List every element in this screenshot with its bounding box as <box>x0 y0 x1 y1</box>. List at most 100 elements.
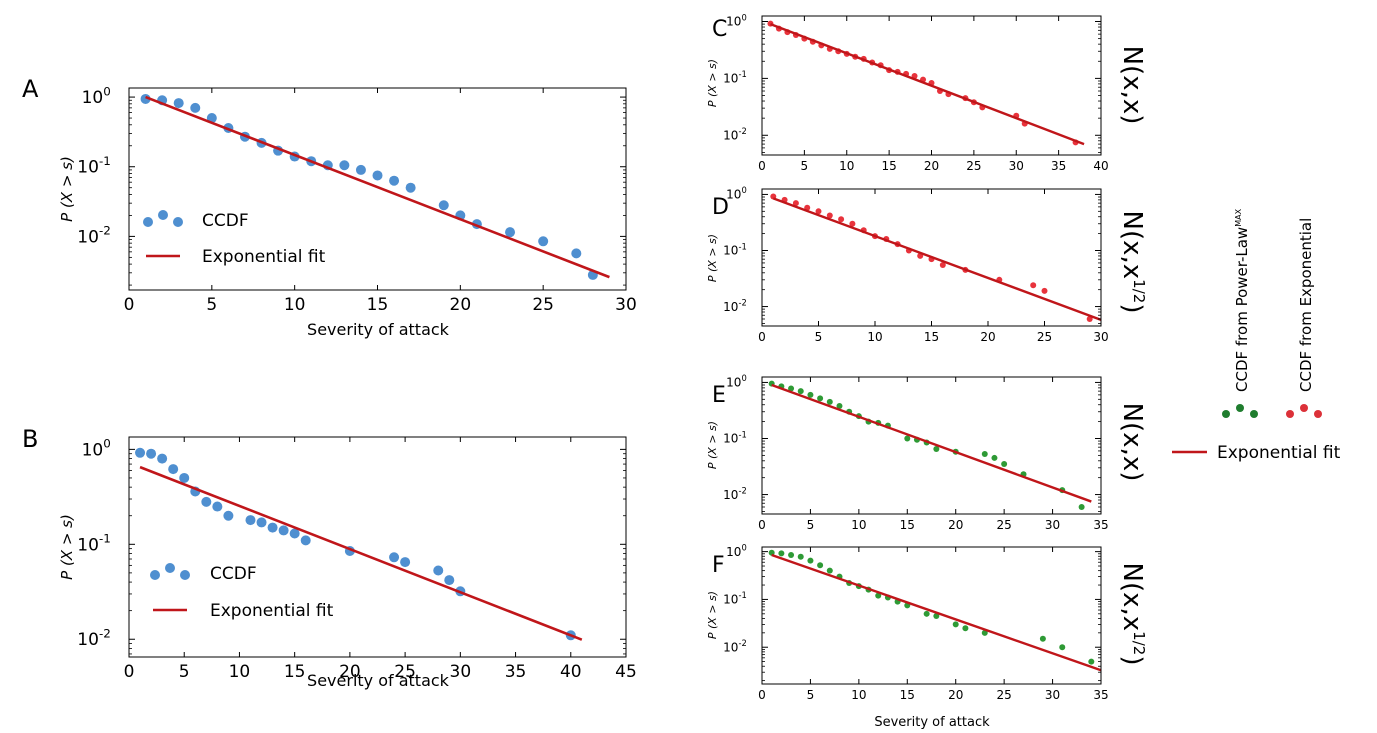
data-point <box>778 550 785 557</box>
data-point <box>1039 635 1046 642</box>
x-tick-label: 45 <box>615 662 637 682</box>
y-tick-label: 100 <box>726 373 747 389</box>
data-point <box>173 98 184 109</box>
y-tick-label: 100 <box>726 542 747 558</box>
x-tick-label: 15 <box>900 518 915 532</box>
side-label: N(x,x1/2) <box>1117 211 1148 314</box>
data-point <box>923 610 930 617</box>
data-point <box>201 496 212 507</box>
x-tick-label: 0 <box>124 662 135 682</box>
panel-c: C 0 5 10 15 20 25 30 35 40 100 10-1 10-2 P (X > s) N(x… <box>706 12 1147 173</box>
x-tick-label: 15 <box>284 662 306 682</box>
plot-frame <box>128 436 627 658</box>
x-tick-label: 10 <box>229 662 251 682</box>
x-tick-label: 35 <box>1093 518 1108 532</box>
legend: CCDF Exponential fit <box>150 563 334 621</box>
x-tick-label: 20 <box>948 688 963 702</box>
data-point <box>962 625 969 632</box>
fit-line <box>771 553 1102 672</box>
data-point <box>1086 315 1093 322</box>
shared-legend: CCDF from Power-LawMAX CCDF from Exponent… <box>1172 208 1341 463</box>
x-tick-label: 10 <box>284 295 306 315</box>
x-axis-label: Severity of attack <box>307 671 450 690</box>
legend-marker <box>1250 410 1258 418</box>
data-point <box>826 567 833 574</box>
data-point <box>278 525 289 536</box>
y-tick-label: 10-2 <box>77 627 111 651</box>
legend-marker <box>1222 410 1230 418</box>
data-point <box>1078 503 1085 510</box>
data-point <box>179 472 190 483</box>
y-axis-label: P (X > s) <box>706 591 719 639</box>
x-tick-label: 5 <box>206 295 217 315</box>
y-tick-label: 10-2 <box>723 297 747 313</box>
data-point <box>267 522 278 533</box>
legend-marker <box>1314 410 1322 418</box>
plot-frame <box>761 546 1102 685</box>
legend-marker <box>158 210 168 220</box>
data-point <box>433 565 444 576</box>
legend-marker <box>1286 410 1294 418</box>
x-tick-label: 30 <box>1045 518 1060 532</box>
panel-d: D 0 5 10 15 20 25 30 100 10-1 10-2 P (X > s) N(x,x1/… <box>706 185 1148 344</box>
panel-a: A 0 5 10 15 20 25 30 100 10-1 10-2P (X > s) Severit… <box>22 75 637 339</box>
x-tick-label: 5 <box>801 159 809 173</box>
data-point <box>372 170 383 181</box>
side-label: N(x,x) <box>1117 403 1147 482</box>
legend: CCDF Exponential fit <box>143 210 326 267</box>
legend-marker <box>150 570 160 580</box>
data-point <box>300 535 311 546</box>
x-tick-label: 0 <box>124 295 135 315</box>
legend-label: Exponential fit <box>202 247 326 267</box>
y-axis-label: P (X > s) <box>706 59 719 107</box>
y-axis-label: P (X > s) <box>706 234 719 282</box>
y-tick-label: 10-1 <box>723 429 747 445</box>
data-point <box>245 515 256 526</box>
x-tick-label: 25 <box>997 688 1012 702</box>
x-tick-label: 5 <box>815 330 823 344</box>
data-point <box>933 613 940 620</box>
x-tick-label: 15 <box>881 159 896 173</box>
y-tick-label: 10-2 <box>723 485 747 501</box>
data-point <box>256 517 267 528</box>
y-tick-label: 10-1 <box>723 590 747 606</box>
data-point <box>538 236 549 247</box>
data-point <box>212 501 223 512</box>
y-axis-label: P (X > s) <box>58 514 76 580</box>
side-label: N(x,x1/2) <box>1117 563 1148 666</box>
data-point <box>400 557 411 568</box>
data-point <box>1088 658 1095 665</box>
x-tick-label: 20 <box>980 330 995 344</box>
fit-line <box>139 465 583 641</box>
data-point <box>826 212 833 219</box>
data-point <box>168 464 179 475</box>
y-tick-label: 10-1 <box>723 241 747 257</box>
data-point <box>438 200 449 211</box>
data-point <box>140 93 151 104</box>
data-point <box>952 621 959 628</box>
data-point <box>389 175 400 186</box>
y-tick-label: 10-1 <box>723 69 747 85</box>
x-tick-label: 0 <box>758 159 766 173</box>
panel-letter: C <box>712 17 727 42</box>
x-tick-label: 35 <box>505 662 527 682</box>
y-axis-label: P (X > s) <box>706 421 719 469</box>
data-point <box>838 216 845 223</box>
data-point <box>904 435 911 442</box>
x-tick-label: 10 <box>851 518 866 532</box>
x-tick-label: 40 <box>1093 159 1108 173</box>
y-tick-label: 100 <box>82 437 111 461</box>
data-point <box>991 454 998 461</box>
data-point <box>146 448 157 459</box>
legend-marker <box>1300 404 1308 412</box>
legend-marker <box>173 217 183 227</box>
x-tick-label: 0 <box>758 330 766 344</box>
panel-f: F 0 5 10 15 20 25 30 35 100 10-1 10-2 P (X > s) Sever… <box>706 542 1148 730</box>
y-tick-label: 100 <box>726 12 747 28</box>
data-point <box>788 552 795 559</box>
data-point <box>444 575 455 586</box>
y-tick-label: 100 <box>726 185 747 201</box>
data-point <box>817 395 824 402</box>
x-tick-label: 30 <box>615 295 637 315</box>
